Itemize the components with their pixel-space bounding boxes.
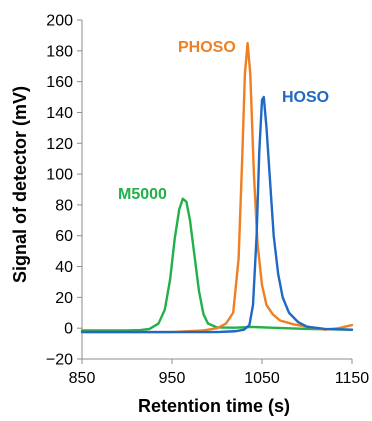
x-axis-title: Retention time (s) bbox=[138, 396, 290, 416]
y-axis-title: Signal of detector (mV) bbox=[10, 86, 30, 283]
series-line-phoso bbox=[80, 41, 354, 334]
y-tick-label: −20 bbox=[46, 352, 73, 369]
series-annotations: M5000 PHOSO HOSO bbox=[118, 39, 329, 203]
x-tick-label: 950 bbox=[159, 370, 186, 387]
y-tick-label: 100 bbox=[46, 167, 73, 184]
series-line-m5000 bbox=[80, 197, 354, 332]
y-tick-label: 200 bbox=[46, 13, 73, 30]
series-label-hoso: HOSO bbox=[282, 89, 329, 106]
y-tick-label: 140 bbox=[46, 105, 73, 122]
y-tick-label: 180 bbox=[46, 43, 73, 60]
x-tick-label: 1150 bbox=[335, 370, 370, 387]
series-line-hoso bbox=[80, 95, 354, 334]
y-tick-label: 0 bbox=[64, 321, 73, 338]
y-tick-label: 80 bbox=[55, 197, 73, 214]
y-tick-label: 60 bbox=[55, 228, 73, 245]
axes: −20 0 20 40 60 80 100 120 140 160 180 200 850 950 1050… bbox=[46, 13, 369, 388]
x-tick-label: 1050 bbox=[244, 370, 280, 387]
y-tick-label: 20 bbox=[55, 290, 73, 307]
series-label-m5000: M5000 bbox=[118, 186, 167, 203]
x-tick-label: 850 bbox=[69, 370, 96, 387]
y-tick-label: 120 bbox=[46, 136, 73, 153]
y-tick-label: 160 bbox=[46, 74, 73, 91]
series-label-phoso: PHOSO bbox=[178, 39, 236, 56]
y-tick-label: 40 bbox=[55, 259, 73, 276]
series-lines bbox=[80, 41, 354, 334]
